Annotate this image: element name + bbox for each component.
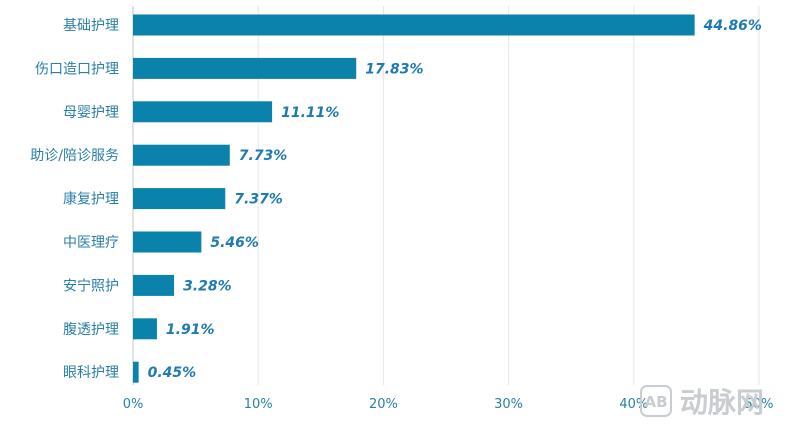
data-label: 17.83% (365, 61, 423, 77)
data-label: 3.28% (183, 278, 232, 294)
category-label: 母婴护理 (63, 105, 119, 121)
category-label: 中医理疗 (63, 235, 119, 251)
bar (133, 57, 357, 79)
label-layer: 基础护理 44.86% 伤口造口护理 17.83% 母婴护理 11.11% 助诊/陪诊服务 7… (30, 17, 762, 381)
watermark-logo: AB 动脉网 (640, 385, 764, 419)
x-tick-label: 0% (123, 397, 144, 412)
data-label: 7.37% (234, 192, 283, 208)
bar (133, 274, 175, 296)
category-label: 基础护理 (63, 17, 119, 34)
category-label: 眼科护理 (63, 365, 119, 381)
bar (133, 14, 695, 36)
data-label: 11.11% (281, 105, 339, 121)
bar (133, 361, 139, 383)
data-label: 1.91% (166, 322, 215, 338)
watermark-logo-mark: AB (644, 393, 667, 411)
data-label: 5.46% (210, 235, 259, 251)
bar (133, 144, 230, 166)
category-label: 伤口造口护理 (35, 61, 119, 77)
x-tick-label: 50% (745, 397, 774, 412)
category-label: 助诊/陪诊服务 (30, 148, 119, 164)
bar-layer (133, 14, 695, 383)
x-tick-label: 20% (369, 397, 398, 412)
data-label: 44.86% (703, 18, 762, 34)
data-label: 7.73% (239, 148, 288, 164)
x-axis-ticks: 0% 10% 20% 30% 40% 50% (123, 397, 774, 412)
bar (133, 231, 202, 253)
category-label: 安宁照护 (63, 277, 119, 294)
bar (133, 101, 273, 123)
bar (133, 318, 157, 340)
category-label: 康复护理 (63, 191, 119, 208)
watermark-logo-box (640, 385, 672, 417)
data-label: 0.45% (148, 365, 197, 381)
bar (133, 188, 226, 210)
x-tick-label: 30% (494, 397, 523, 412)
watermark-text: 动脉网 (680, 386, 764, 419)
x-tick-label: 10% (244, 397, 273, 412)
category-label: 腹透护理 (63, 321, 119, 338)
